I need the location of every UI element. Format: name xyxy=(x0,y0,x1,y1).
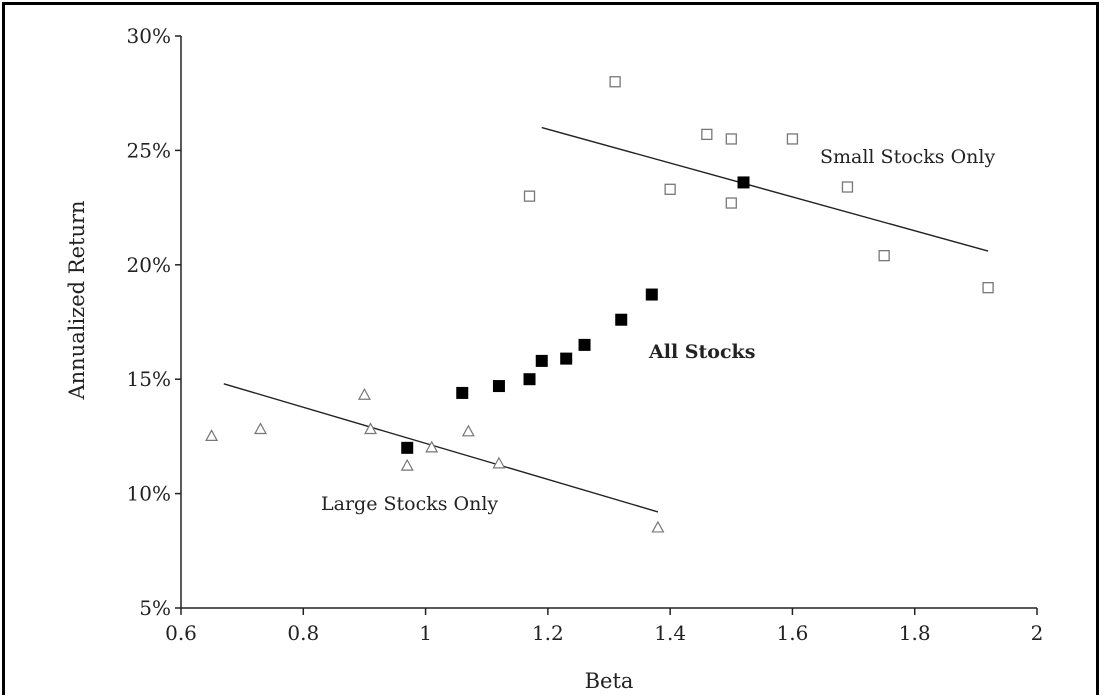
x-tick-label: 1.2 xyxy=(532,621,564,645)
small-stock-point xyxy=(523,190,536,202)
y-tick-label: 10% xyxy=(127,482,171,506)
x-tick-label: 1.6 xyxy=(777,621,809,645)
all-stock-point xyxy=(535,354,548,367)
y-tick-label: 5% xyxy=(139,596,171,620)
y-tick-label: 25% xyxy=(127,138,171,162)
small-stock-point xyxy=(982,282,994,294)
small-stock-point xyxy=(725,133,737,145)
all-stock-point xyxy=(645,288,658,301)
data-points xyxy=(205,76,994,533)
all-stock-point xyxy=(737,176,750,189)
y-tick-label: 20% xyxy=(127,253,171,277)
x-tick-label: 2 xyxy=(1031,621,1044,645)
trend-line xyxy=(541,126,989,252)
annotation-small-stocks: Small Stocks Only xyxy=(820,146,995,168)
small-stock-point xyxy=(786,133,799,145)
all-stock-point xyxy=(615,313,628,326)
all-stock-point xyxy=(492,380,505,393)
x-tick-label: 1.4 xyxy=(654,621,686,645)
large-stock-point xyxy=(205,429,219,441)
large-stock-point xyxy=(651,520,665,533)
all-stock-point xyxy=(456,386,469,399)
x-tick-label: 0.6 xyxy=(165,621,197,645)
axes: 5% 10% 15% 20% 25% 30% 0.6 0.8 1 1.2 1.4 1.6 1.8 2 xyxy=(127,24,1044,645)
annotation-all-stocks: All Stocks xyxy=(648,341,755,363)
large-stock-point xyxy=(425,440,439,453)
large-stock-point xyxy=(357,387,371,400)
x-tick-label: 1.8 xyxy=(899,621,931,645)
large-stock-point xyxy=(400,458,414,471)
all-stock-point xyxy=(523,373,536,386)
x-tick-label: 0.8 xyxy=(287,621,319,645)
all-stock-point xyxy=(401,441,414,454)
small-stock-point xyxy=(725,197,737,209)
trend-line xyxy=(223,383,659,513)
y-tick-label: 30% xyxy=(127,24,171,48)
large-stock-point xyxy=(253,422,268,435)
x-axis-title: Beta xyxy=(585,669,634,693)
small-stock-point xyxy=(878,249,890,262)
all-stock-point xyxy=(560,352,573,365)
annotation-large-stocks: Large Stocks Only xyxy=(321,493,498,515)
trend-lines xyxy=(223,126,989,513)
all-stock-point xyxy=(578,338,591,351)
small-stock-point xyxy=(609,76,621,88)
x-tick-label: 1 xyxy=(419,621,432,645)
large-stock-point xyxy=(461,424,475,437)
large-stock-point xyxy=(364,422,378,435)
small-stock-point xyxy=(701,128,713,141)
large-stock-point xyxy=(492,456,506,469)
small-stock-point xyxy=(841,181,854,193)
y-tick-label: 15% xyxy=(127,367,171,391)
small-stock-point xyxy=(664,183,676,195)
y-axis-title: Annualized Return xyxy=(65,200,89,400)
